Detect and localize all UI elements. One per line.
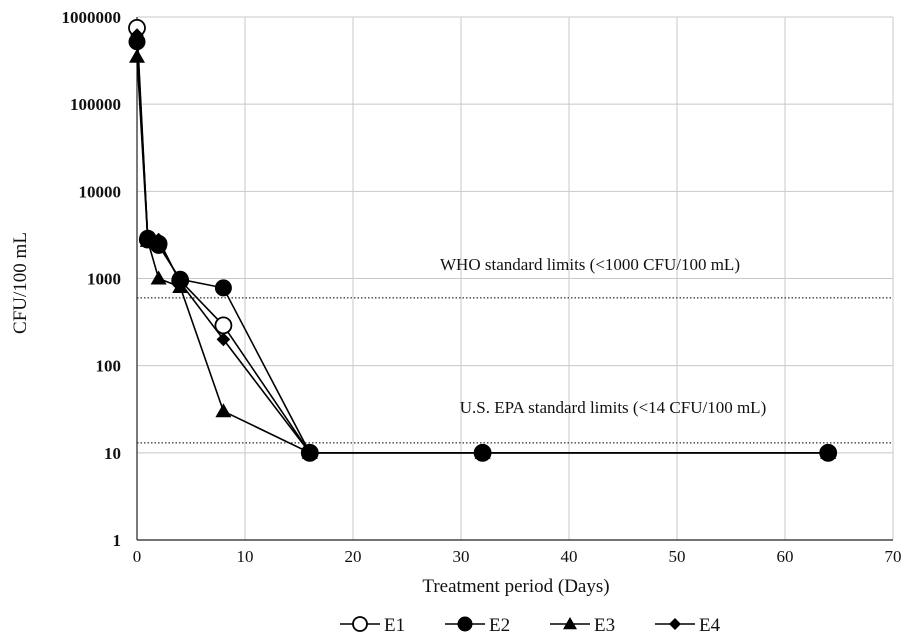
x-tick-label: 10 <box>237 547 254 566</box>
marker-filled-diamond <box>216 332 231 347</box>
marker-filled-diamond <box>475 446 490 460</box>
marker-filled-diamond <box>130 28 144 42</box>
x-tick-label: 70 <box>885 547 902 566</box>
y-tick-label: 1000 <box>87 270 121 289</box>
x-tick-label: 50 <box>669 547 686 566</box>
y-tick-label: 1 <box>113 531 122 550</box>
x-tick-label: 20 <box>345 547 362 566</box>
x-axis-title: Treatment period (Days) <box>422 576 609 597</box>
grid-layer <box>137 16 894 540</box>
axes: 0 10 20 30 40 50 60 70 1 10 100 1000 10000 100000 1000… <box>62 8 902 566</box>
marker-open-circle <box>352 616 368 632</box>
marker-filled-diamond <box>669 618 681 630</box>
reference-line-label: WHO standard limits (<1000 CFU/100 mL) <box>440 255 740 274</box>
series-line-e4 <box>136 35 829 454</box>
legend-label-e2: E2 <box>489 615 510 636</box>
marker-filled-circle <box>214 279 232 297</box>
legend: E1 E2 E3 E4 <box>340 615 721 636</box>
marker-open-circle <box>214 316 233 335</box>
marker-filled-triangle <box>150 270 167 285</box>
annotations: WHO standard limits (<1000 CFU/100 mL) U.… <box>440 255 766 417</box>
x-tick-label: 40 <box>561 547 578 566</box>
legend-label-e4: E4 <box>699 615 721 636</box>
marker-filled-triangle <box>215 403 232 418</box>
legend-label-e3: E3 <box>594 615 615 636</box>
series-line-e1 <box>136 27 829 454</box>
marker-filled-circle <box>457 616 473 632</box>
series-line-e2 <box>136 41 829 454</box>
y-tick-label: 1000000 <box>62 8 122 27</box>
marker-filled-triangle <box>129 48 145 63</box>
reference-line-label: U.S. EPA standard limits (<14 CFU/100 mL… <box>460 398 766 417</box>
marker-filled-diamond <box>303 446 317 460</box>
marker-filled-diamond <box>141 232 155 247</box>
y-tick-label: 100 <box>96 357 122 376</box>
marker-filled-diamond <box>151 232 166 247</box>
x-tick-label: 60 <box>777 547 794 566</box>
legend-label-e1: E1 <box>384 615 405 636</box>
series-layer <box>128 18 838 462</box>
y-axis-title: CFU/100 mL <box>10 232 31 334</box>
x-tick-label: 0 <box>133 547 142 566</box>
y-tick-label: 10000 <box>79 182 122 201</box>
marker-filled-diamond <box>821 446 835 460</box>
y-tick-label: 100000 <box>70 95 121 114</box>
x-tick-label: 30 <box>453 547 470 566</box>
marker-filled-triangle <box>563 617 577 630</box>
y-tick-label: 10 <box>104 444 121 463</box>
marker-filled-diamond <box>173 275 187 290</box>
reference-lines <box>137 297 893 444</box>
